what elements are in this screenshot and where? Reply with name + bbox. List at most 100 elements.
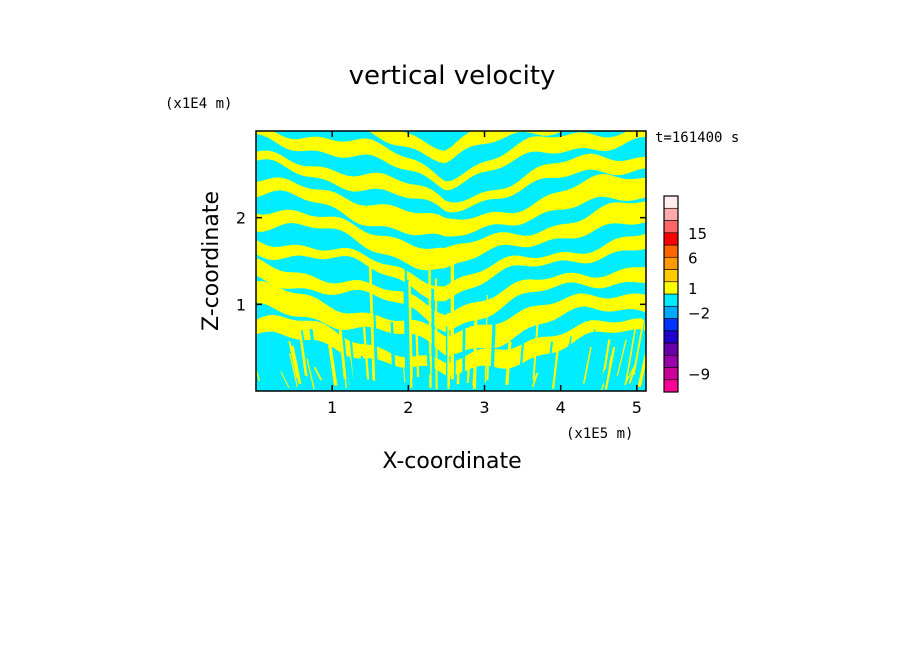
field-streak [453, 353, 456, 376]
colorbar-segment [663, 220, 679, 234]
field-streak [445, 326, 448, 391]
field-streak [289, 353, 299, 388]
field-streak [431, 288, 435, 386]
positive-band [256, 201, 646, 271]
field-streak [280, 371, 290, 388]
field-streak [456, 367, 460, 385]
field-streak [586, 329, 596, 382]
colorbar-segment [663, 342, 679, 356]
field-streak [402, 358, 406, 382]
field-streak [282, 354, 294, 384]
field-streak [582, 346, 592, 384]
field-streak [270, 331, 283, 384]
field-streak [328, 345, 338, 386]
positive-band [256, 131, 646, 191]
x-tick-label: 3 [479, 398, 489, 417]
field-streak [426, 352, 431, 375]
field-streak [624, 329, 636, 384]
x-unit-label: (x1E5 m) [566, 426, 633, 442]
field-streak [288, 341, 299, 378]
field-streak [531, 373, 539, 387]
x-axis-title: X-coordinate [382, 449, 521, 474]
field-streak [313, 367, 323, 381]
field-streak [461, 328, 466, 389]
colorbar-segment [663, 256, 679, 270]
field-streak [518, 343, 524, 389]
colorbar-segment [663, 244, 679, 258]
field-streak [484, 295, 488, 383]
plot-frame [255, 130, 647, 392]
field-streak [362, 325, 370, 380]
field-streak [551, 341, 560, 389]
colorbar-segment [663, 293, 679, 307]
positive-band [368, 131, 564, 164]
field-streak [256, 367, 261, 381]
time-label: t=161400 s [655, 130, 739, 146]
y-tick-label: 1 [236, 295, 246, 314]
x-tick-label: 1 [327, 398, 337, 417]
field-streak [408, 281, 413, 388]
field-streak [309, 329, 320, 379]
field-streak [435, 278, 438, 390]
field-streak [368, 260, 376, 381]
y-unit-label: (x1E4 m) [165, 96, 232, 112]
field-streak [616, 339, 627, 377]
field-streak [473, 311, 478, 389]
field-streak [562, 343, 571, 379]
chart-title: vertical velocity [349, 61, 556, 91]
colorbar-labels: 15 6 1 −2 −9 [688, 225, 710, 384]
field-streak [415, 328, 420, 377]
field-streak [306, 358, 315, 390]
colorbar-segment [663, 207, 679, 221]
positive-band [256, 150, 646, 213]
colorbar-label: 15 [688, 225, 707, 243]
colorbar-label: −2 [688, 304, 710, 322]
field-streak [490, 321, 496, 385]
field-streak [318, 359, 327, 375]
field-streak [301, 330, 311, 381]
field-streak [637, 348, 646, 387]
colorbar-label: 6 [688, 249, 698, 267]
field-streak [338, 325, 347, 379]
field-streak [373, 307, 379, 390]
colorbar-segment [663, 330, 679, 344]
colorbar-segment [663, 379, 679, 393]
y-axis-title: Z-coordinate [199, 191, 224, 331]
field-streak [604, 346, 616, 390]
field-streak [450, 264, 455, 380]
field-streak [632, 320, 645, 375]
field-streak [532, 317, 539, 381]
positive-band [256, 233, 646, 302]
x-tick-label: 2 [403, 398, 413, 417]
positive-band [256, 174, 646, 237]
field-streak [612, 332, 625, 374]
x-tick-label: 5 [632, 398, 642, 417]
field-streak [403, 285, 409, 389]
colorbar-segment [663, 232, 679, 246]
field-streak [362, 370, 369, 384]
colorbar-segment [663, 318, 679, 332]
colorbar-frame [663, 195, 679, 393]
field-streak [349, 332, 357, 387]
field-streak [298, 325, 308, 377]
colorbar [663, 195, 679, 393]
field-streak [603, 336, 614, 385]
field-streak [505, 341, 512, 385]
field-streak [390, 321, 396, 375]
colorbar-segment [663, 305, 679, 319]
field-streak [448, 367, 451, 387]
colorbar-segment [663, 281, 679, 295]
x-axis-ticks: 1 2 3 4 5 [327, 131, 642, 417]
field-streak [564, 336, 572, 387]
colorbar-segment [663, 367, 679, 381]
field-streak [466, 364, 471, 383]
colorbar-label: 1 [688, 280, 698, 298]
plot-area [256, 131, 646, 391]
x-tick-label: 4 [556, 398, 566, 417]
y-axis-ticks: 12 [236, 209, 646, 314]
field-streak [623, 367, 635, 385]
colorbar-segment [663, 269, 679, 283]
field-streak [486, 328, 491, 381]
colorbar-segment [663, 354, 679, 368]
